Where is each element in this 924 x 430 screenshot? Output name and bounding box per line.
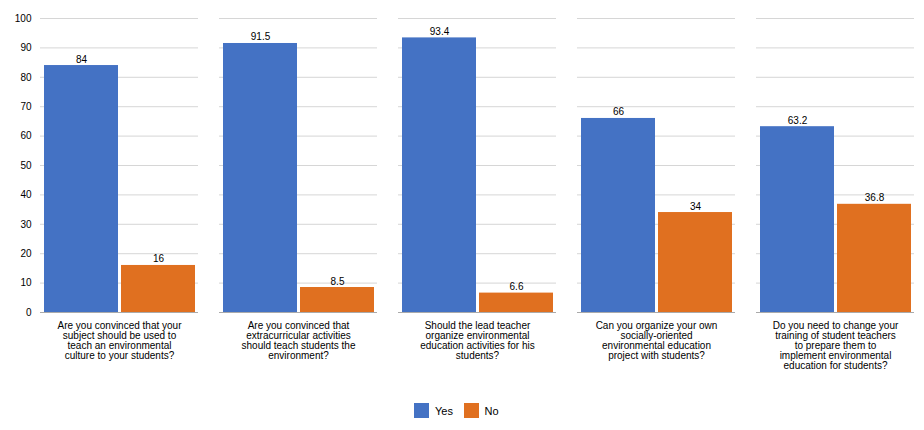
svg-text:20: 20 (20, 248, 32, 259)
svg-text:Do you need to change yourtrai: Do you need to change yourtraining of st… (773, 320, 899, 371)
svg-text:30: 30 (20, 219, 32, 230)
svg-text:36.8: 36.8 (865, 192, 885, 203)
svg-text:66: 66 (613, 106, 625, 117)
svg-text:10: 10 (20, 277, 32, 288)
svg-text:34: 34 (690, 201, 702, 212)
html-text:No: No (484, 404, 499, 417)
svg-text:16: 16 (153, 253, 165, 264)
svg-text:Can you organize your ownsocia: Can you organize your ownsocially-orient… (596, 320, 718, 361)
svg-text:50: 50 (20, 160, 32, 171)
svg-text:0: 0 (26, 307, 32, 318)
svg-text:Should the lead teacherorganiz: Should the lead teacherorganize environm… (420, 320, 535, 361)
svg-text:Are you convinced thatextracur: Are you convinced thatextracurricular ac… (242, 320, 356, 361)
svg-text:91.5: 91.5 (251, 31, 271, 42)
svg-text:63.2: 63.2 (788, 115, 808, 126)
svg-text:84: 84 (76, 54, 88, 65)
svg-text:70: 70 (20, 101, 32, 112)
svg-text:93.4: 93.4 (430, 26, 450, 37)
svg-text:80: 80 (20, 72, 32, 83)
svg-text:Are you convinced that yoursub: Are you convinced that yoursubject shoul… (58, 320, 183, 361)
svg-text:60: 60 (20, 130, 32, 141)
svg-text:90: 90 (20, 42, 32, 53)
svg-text:6.6: 6.6 (510, 281, 524, 292)
svg-text:40: 40 (20, 189, 32, 200)
svg-text:100: 100 (15, 13, 32, 24)
html-text:Yes: Yes (435, 404, 453, 417)
svg-text:8.5: 8.5 (331, 276, 345, 287)
